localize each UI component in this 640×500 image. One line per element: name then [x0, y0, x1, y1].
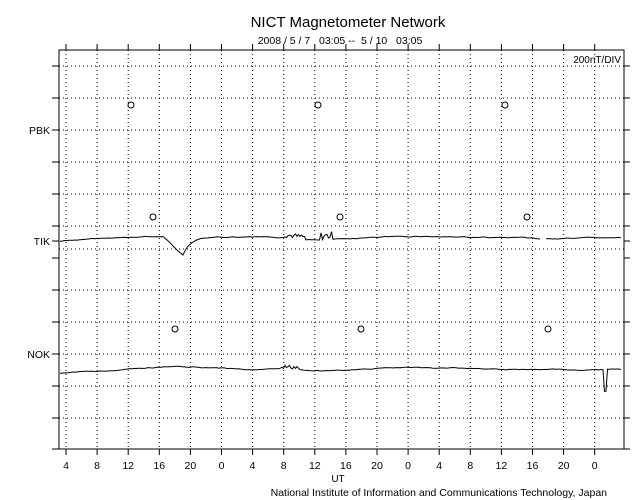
x-tick-label: 8	[281, 460, 287, 472]
x-tick-label: 12	[309, 460, 321, 472]
markers	[127, 101, 552, 333]
x-tick-label: 12	[122, 460, 134, 472]
x-tick-label: 4	[250, 460, 256, 472]
x-tick-label: 16	[153, 460, 165, 472]
footer-credit: National Institute of Information and Co…	[271, 487, 608, 499]
x-tick-label: 0	[592, 460, 598, 472]
x-tick-label: 0	[405, 460, 411, 472]
trace-tik	[545, 236, 622, 240]
local-midnight-marker	[501, 101, 509, 109]
x-tick-label: 8	[467, 460, 473, 472]
local-midnight-marker	[127, 101, 135, 109]
traces: PBK TIK NOK	[27, 125, 622, 392]
local-midnight-marker	[544, 325, 552, 333]
x-tick-label: 20	[371, 460, 383, 472]
x-tick-label: 12	[496, 460, 508, 472]
chart-title: NICT Magnetometer Network	[251, 14, 446, 31]
x-tick-label: 8	[94, 460, 100, 472]
x-tick-label: 16	[340, 460, 352, 472]
ticks: 4 8 12 16 20 0 4 8 12 16 20 0 4 8 12 16 20 0	[52, 44, 630, 472]
chart-subtitle: 2008 / 5 / 7 03:05 -- 5 / 10 03:05	[258, 35, 423, 47]
local-midnight-marker	[523, 213, 531, 221]
scale-label: 200nT/DIV	[573, 55, 621, 66]
trace-nok	[59, 364, 621, 392]
station-label-tik: TIK	[34, 236, 50, 248]
x-tick-label: 4	[63, 460, 69, 472]
local-midnight-marker	[336, 213, 344, 221]
grid	[59, 50, 624, 449]
trace-tik	[60, 231, 541, 256]
station-label-pbk: PBK	[29, 125, 50, 137]
x-tick-label: 4	[436, 460, 442, 472]
station-label-nok: NOK	[27, 349, 50, 361]
x-tick-label: 16	[527, 460, 539, 472]
x-tick-label: 0	[219, 460, 225, 472]
x-axis-label: UT	[331, 474, 344, 485]
x-tick-label: 20	[185, 460, 197, 472]
local-midnight-marker	[171, 325, 179, 333]
local-midnight-marker	[149, 213, 157, 221]
local-midnight-marker	[314, 101, 322, 109]
x-tick-label: 20	[558, 460, 570, 472]
local-midnight-marker	[357, 325, 365, 333]
